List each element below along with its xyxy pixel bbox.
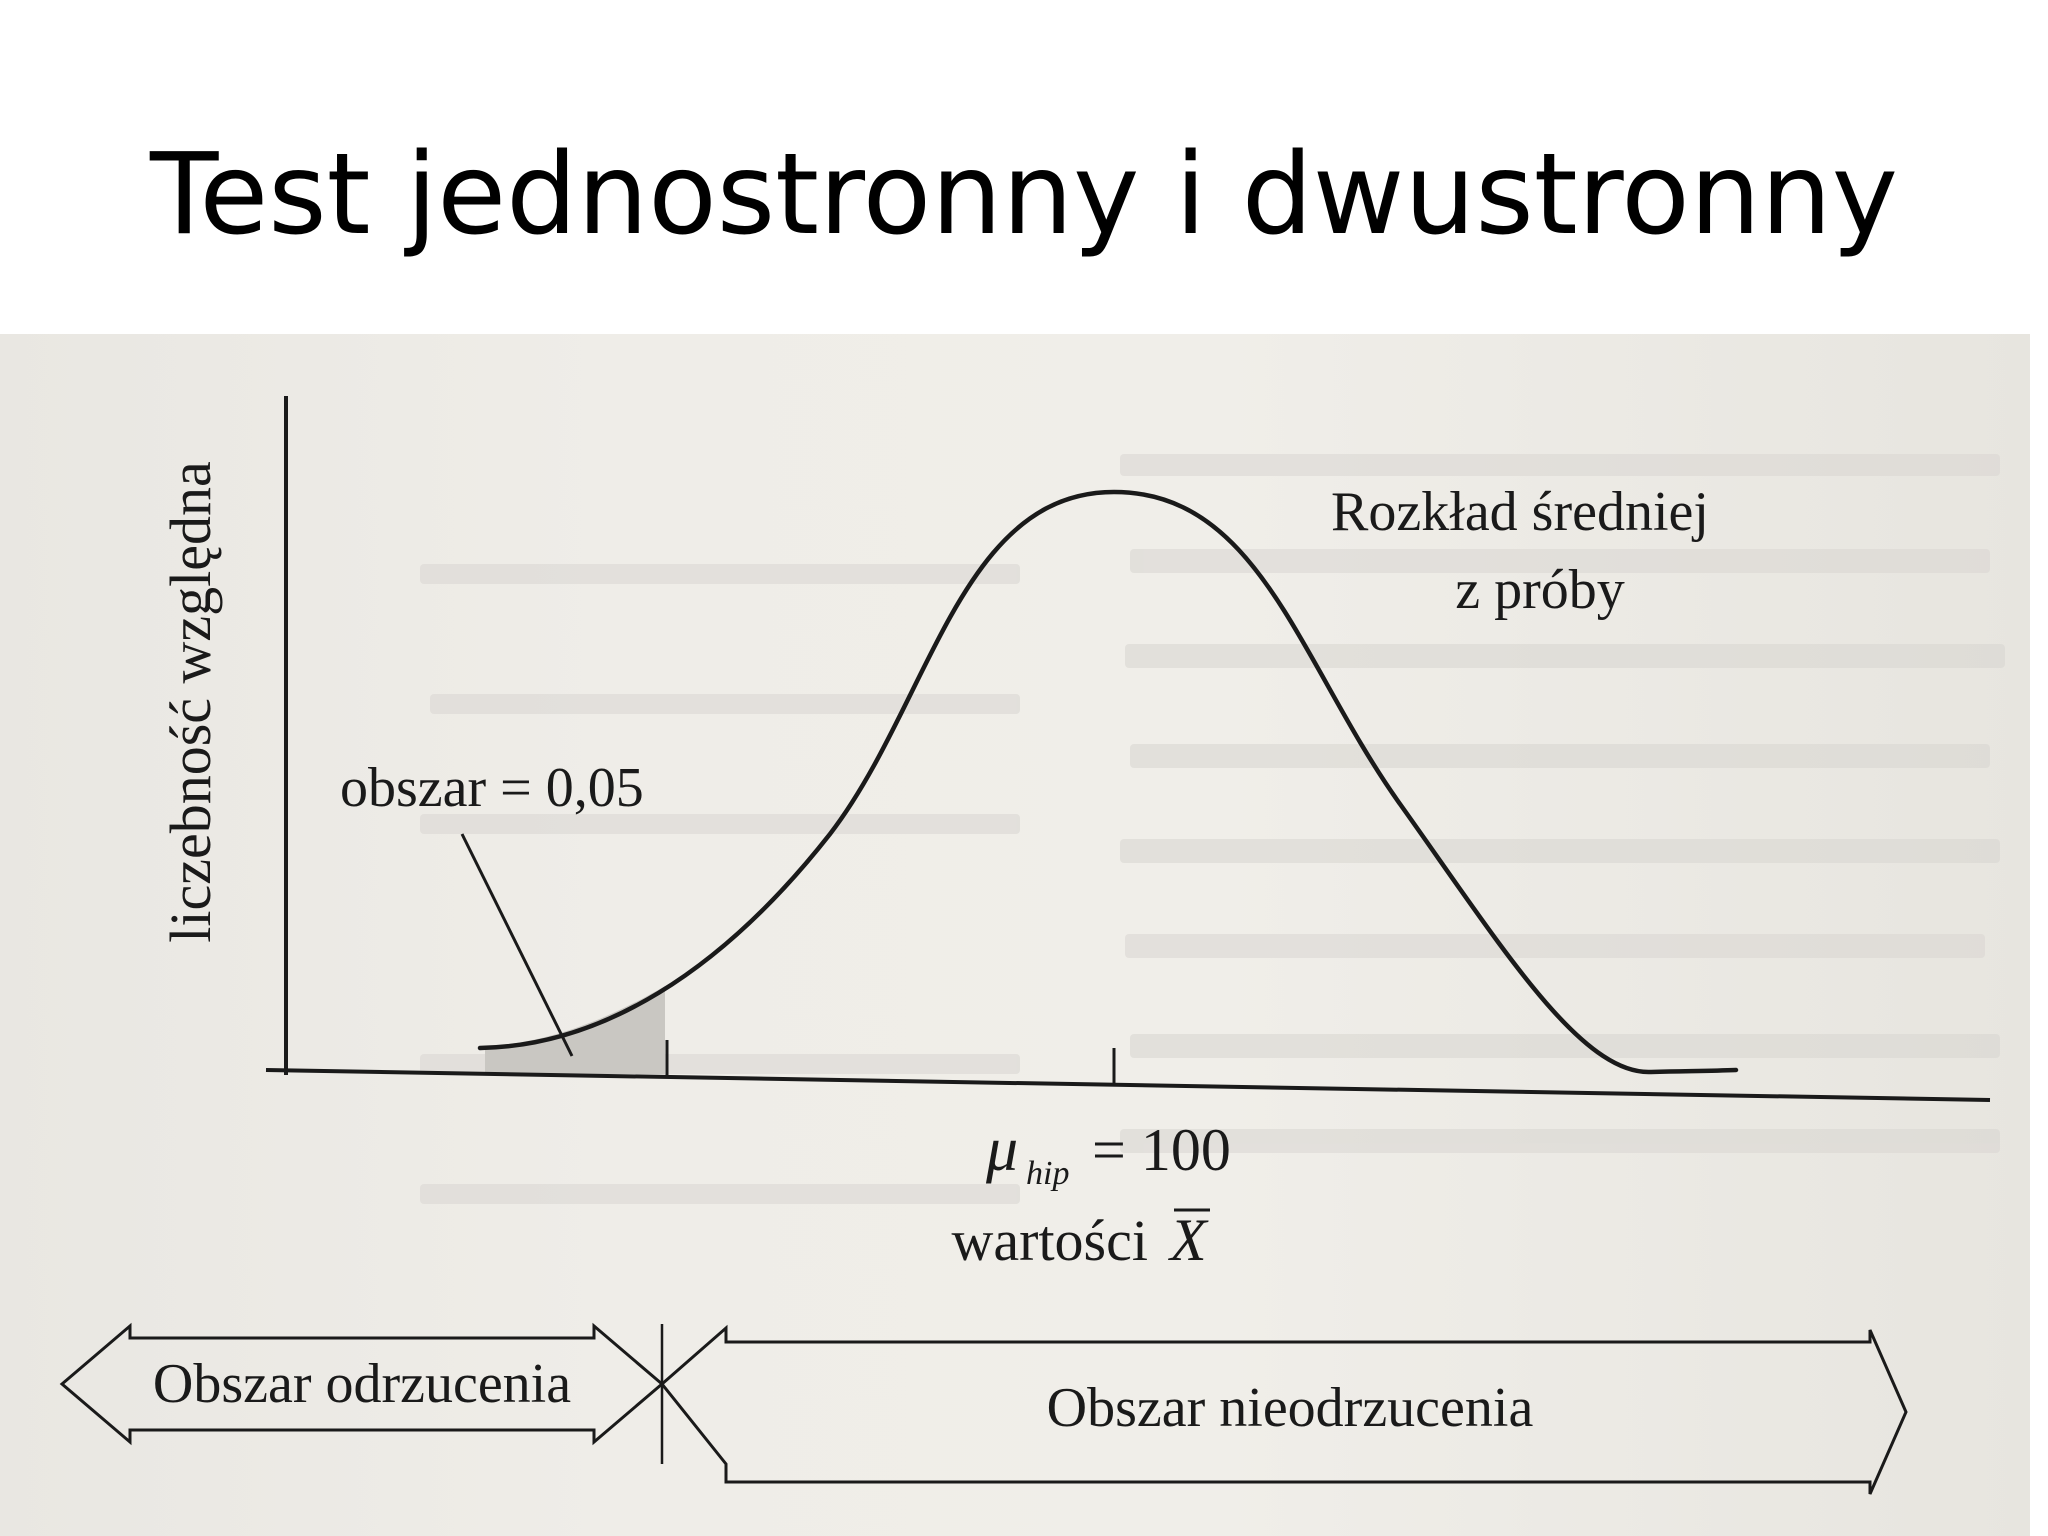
bleed-through-text [420,454,2005,1204]
mean-symbol: μ [985,1113,1018,1184]
area-label: obszar = 0,05 [340,757,644,819]
mean-label: μ hip = 100 [985,1113,1231,1192]
area-leader-line [460,833,574,1057]
curve-label-line2: z próby [1455,559,1625,621]
non-rejection-region-arrow [659,1324,1908,1495]
y-axis-label: liczebność względna [158,461,223,943]
x-bar-symbol: X [1168,1207,1209,1273]
mean-subscript: hip [1026,1155,1069,1192]
x-axis [265,1068,1991,1102]
x-axis-label: wartości X [952,1207,1210,1273]
non-rejection-region-label: Obszar nieodrzucenia [1047,1377,1534,1439]
x-axis-label-text: wartości [952,1208,1149,1273]
rejection-region-label: Obszar odrzucenia [153,1353,571,1415]
slide-title: Test jednostronny i dwustronny [149,130,1899,260]
textbook-figure-photo: liczebność względna Rozkład średniej z p… [0,334,2030,1536]
normal-distribution-diagram: liczebność względna Rozkład średniej z p… [59,396,2005,1495]
bell-curve [477,489,1739,1075]
mean-value: = 100 [1092,1117,1231,1183]
curve-label-line1: Rozkład średniej [1331,481,1709,543]
